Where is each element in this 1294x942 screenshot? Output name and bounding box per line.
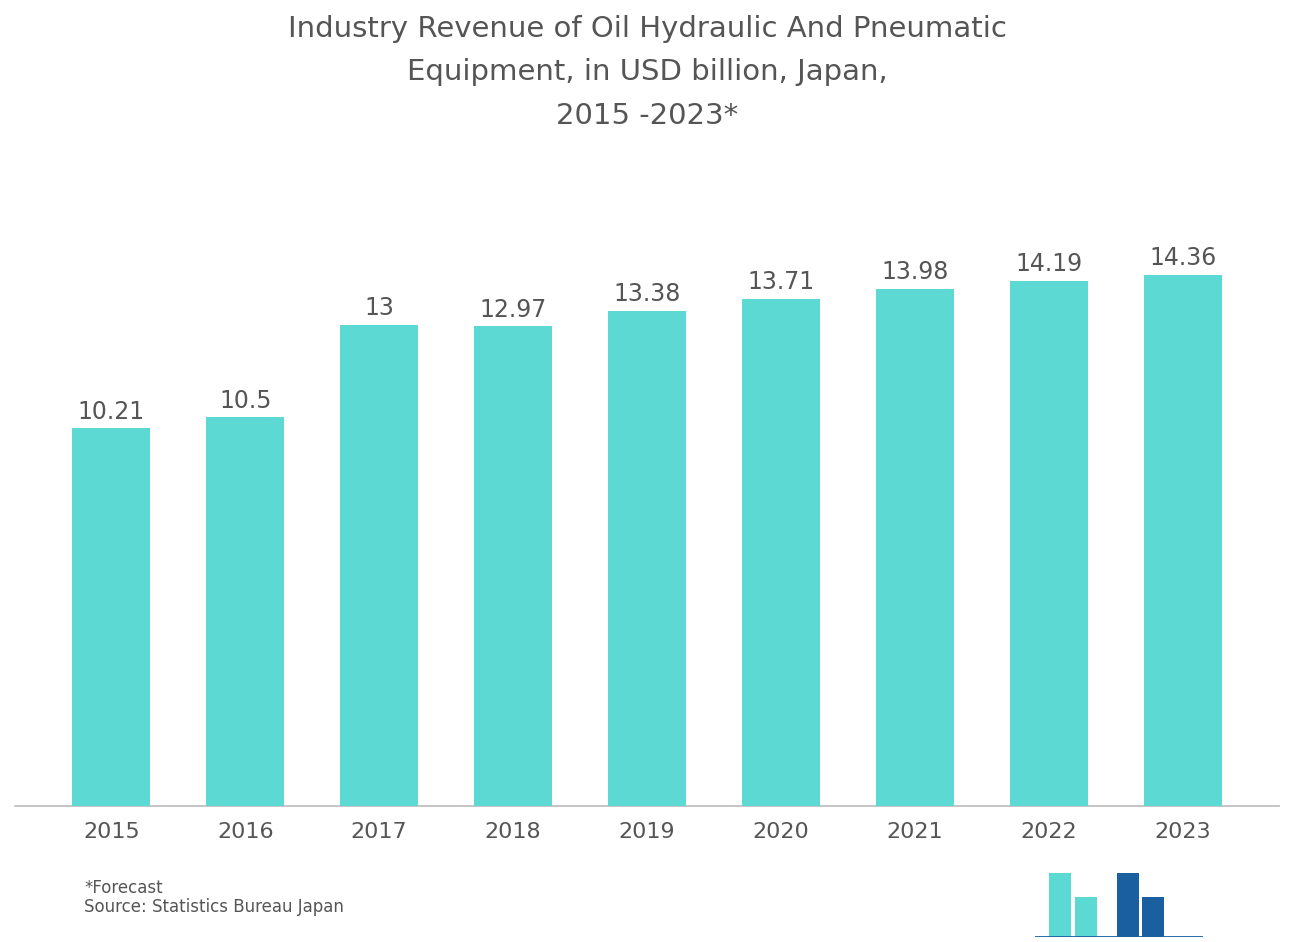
Text: 14.19: 14.19	[1016, 252, 1082, 276]
Bar	[741, 299, 820, 805]
Bar	[340, 325, 418, 805]
Bar	[206, 417, 285, 805]
Title: Industry Revenue of Oil Hydraulic And Pneumatic
Equipment, in USD billion, Japan: Industry Revenue of Oil Hydraulic And Pn…	[287, 15, 1007, 130]
Bar	[1049, 873, 1071, 937]
Text: 13.98: 13.98	[881, 260, 949, 284]
Bar	[1117, 873, 1139, 937]
Text: 13: 13	[364, 297, 395, 320]
Bar	[474, 326, 553, 805]
Bar	[1143, 897, 1163, 937]
Text: 13.38: 13.38	[613, 283, 681, 306]
Text: 13.71: 13.71	[748, 270, 814, 294]
Text: 10.5: 10.5	[219, 389, 272, 413]
Text: Source: Statistics Bureau Japan: Source: Statistics Bureau Japan	[84, 898, 344, 916]
Text: 14.36: 14.36	[1149, 246, 1216, 270]
Text: *Forecast: *Forecast	[84, 879, 163, 897]
Bar	[1009, 281, 1088, 805]
Text: 12.97: 12.97	[480, 298, 546, 321]
Bar	[876, 288, 954, 805]
Text: 10.21: 10.21	[78, 399, 145, 424]
Bar	[1144, 275, 1222, 805]
Bar	[1075, 897, 1096, 937]
Bar	[72, 428, 150, 805]
Bar	[608, 311, 686, 805]
